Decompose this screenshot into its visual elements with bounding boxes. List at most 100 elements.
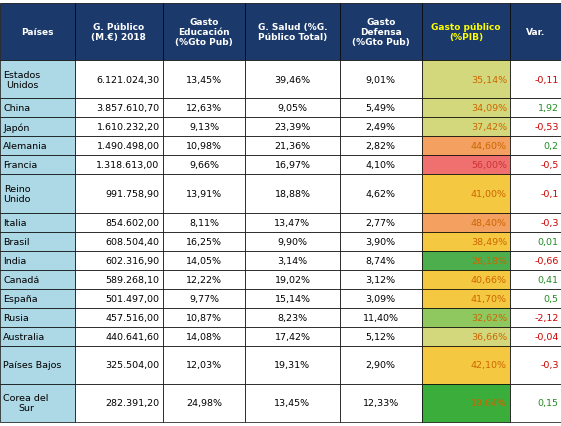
Text: 4,10%: 4,10%	[366, 161, 396, 170]
Text: 35,14%: 35,14%	[471, 76, 507, 85]
Text: 2,77%: 2,77%	[366, 218, 396, 227]
Bar	[339, 384, 422, 422]
Bar	[339, 99, 422, 118]
Text: 14,08%: 14,08%	[186, 332, 222, 341]
Bar	[422, 137, 511, 156]
Bar	[339, 213, 422, 232]
Text: -0,04: -0,04	[535, 332, 559, 341]
Text: -0,53: -0,53	[534, 123, 559, 132]
Text: 36,66%: 36,66%	[471, 332, 507, 341]
Bar	[511, 270, 561, 289]
Text: 2,90%: 2,90%	[366, 360, 396, 369]
Text: 8,23%: 8,23%	[277, 313, 307, 322]
Bar	[75, 156, 163, 175]
Text: 5,49%: 5,49%	[366, 104, 396, 113]
Bar	[75, 327, 163, 346]
Text: -0,11: -0,11	[535, 76, 559, 85]
Bar	[163, 4, 245, 61]
Text: Canadá: Canadá	[3, 275, 40, 284]
Text: 12,63%: 12,63%	[186, 104, 222, 113]
Text: 3.857.610,70: 3.857.610,70	[96, 104, 159, 113]
Bar	[0, 251, 75, 270]
Bar	[245, 4, 339, 61]
Bar	[75, 99, 163, 118]
Text: -0,3: -0,3	[540, 218, 559, 227]
Bar	[75, 213, 163, 232]
Text: 42,10%: 42,10%	[471, 360, 507, 369]
Text: 9,90%: 9,90%	[278, 237, 307, 246]
Text: Alemania: Alemania	[3, 142, 48, 151]
Bar	[245, 118, 339, 137]
Text: Gasto público
(%PIB): Gasto público (%PIB)	[431, 23, 501, 42]
Bar	[0, 156, 75, 175]
Text: 9,66%: 9,66%	[189, 161, 219, 170]
Bar	[75, 137, 163, 156]
Text: 41,00%: 41,00%	[471, 190, 507, 199]
Text: India: India	[3, 256, 26, 265]
Text: 457.516,00: 457.516,00	[105, 313, 159, 322]
Text: 3,09%: 3,09%	[366, 294, 396, 303]
Bar	[75, 61, 163, 99]
Text: 0,41: 0,41	[538, 275, 559, 284]
Text: 0,15: 0,15	[538, 398, 559, 407]
Text: -0,66: -0,66	[535, 256, 559, 265]
Text: 12,33%: 12,33%	[362, 398, 399, 407]
Bar	[163, 156, 245, 175]
Text: Países Bajos: Países Bajos	[3, 360, 62, 369]
Text: 56,00%: 56,00%	[471, 161, 507, 170]
Bar	[163, 270, 245, 289]
Bar	[511, 61, 561, 99]
Text: 17,42%: 17,42%	[274, 332, 310, 341]
Bar	[163, 61, 245, 99]
Text: 1.610.232,20: 1.610.232,20	[96, 123, 159, 132]
Bar	[422, 232, 511, 251]
Bar	[245, 308, 339, 327]
Bar	[163, 137, 245, 156]
Text: -0,1: -0,1	[540, 190, 559, 199]
Text: Rusia: Rusia	[3, 313, 29, 322]
Text: 0,5: 0,5	[544, 294, 559, 303]
Bar	[339, 346, 422, 384]
Text: 602.316,90: 602.316,90	[105, 256, 159, 265]
Bar	[511, 251, 561, 270]
Bar	[339, 156, 422, 175]
Bar	[422, 156, 511, 175]
Bar	[75, 251, 163, 270]
Bar	[511, 175, 561, 213]
Bar	[422, 251, 511, 270]
Bar	[422, 384, 511, 422]
Bar	[511, 346, 561, 384]
Bar	[245, 384, 339, 422]
Text: 854.602,00: 854.602,00	[105, 218, 159, 227]
Text: G. Público
(M.€) 2018: G. Público (M.€) 2018	[91, 23, 146, 42]
Text: 13,45%: 13,45%	[274, 398, 310, 407]
Bar	[163, 118, 245, 137]
Bar	[245, 175, 339, 213]
Text: Reino
Unido: Reino Unido	[3, 184, 31, 204]
Bar	[245, 327, 339, 346]
Bar	[245, 213, 339, 232]
Bar	[0, 213, 75, 232]
Text: Gasto
Educación
(%Gto Pub): Gasto Educación (%Gto Pub)	[175, 18, 233, 47]
Bar	[339, 289, 422, 308]
Bar	[75, 232, 163, 251]
Text: 9,05%: 9,05%	[278, 104, 307, 113]
Bar	[422, 213, 511, 232]
Text: -2,12: -2,12	[535, 313, 559, 322]
Text: 14,05%: 14,05%	[186, 256, 222, 265]
Bar	[339, 118, 422, 137]
Bar	[75, 346, 163, 384]
Text: Francia: Francia	[3, 161, 38, 170]
Text: 1.490.498,00: 1.490.498,00	[96, 142, 159, 151]
Text: 325.504,00: 325.504,00	[105, 360, 159, 369]
Text: Estados
Unidos: Estados Unidos	[3, 71, 40, 89]
Text: 16,25%: 16,25%	[186, 237, 222, 246]
Text: 40,66%: 40,66%	[471, 275, 507, 284]
Text: 9,13%: 9,13%	[189, 123, 219, 132]
Text: Italia: Italia	[3, 218, 27, 227]
Text: 44,60%: 44,60%	[471, 142, 507, 151]
Text: 1,92: 1,92	[538, 104, 559, 113]
Text: -0,3: -0,3	[540, 360, 559, 369]
Bar	[511, 327, 561, 346]
Bar	[422, 308, 511, 327]
